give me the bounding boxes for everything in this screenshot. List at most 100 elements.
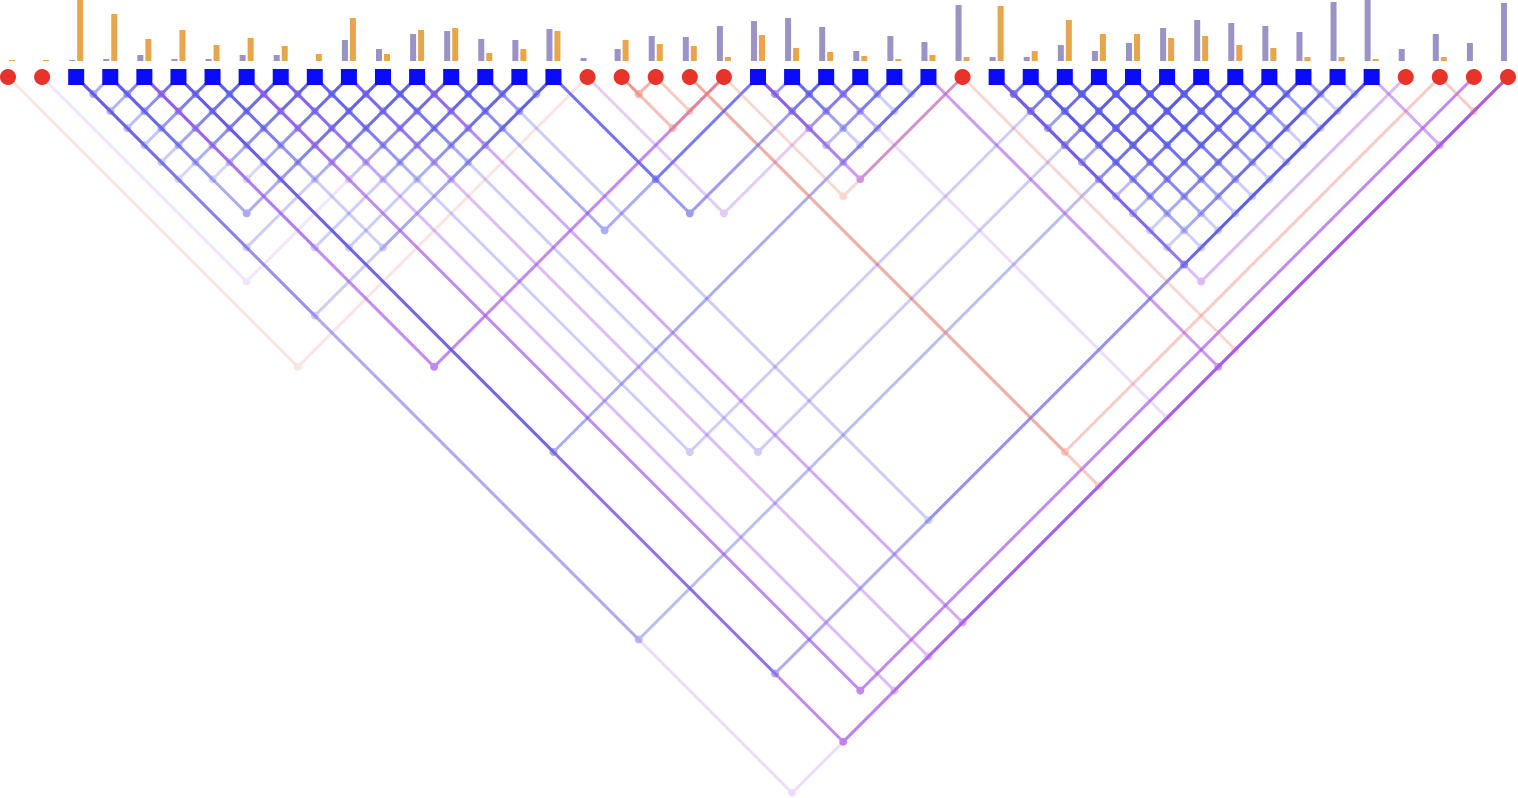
link-apex xyxy=(839,192,848,201)
link-line xyxy=(1199,75,1254,130)
link-line xyxy=(1182,75,1340,232)
link xyxy=(176,75,1374,678)
link-apex xyxy=(1248,158,1257,167)
link-line xyxy=(671,75,726,130)
bar xyxy=(205,59,212,61)
link-apex xyxy=(1265,107,1274,116)
link-line xyxy=(1063,75,1186,198)
link-apex xyxy=(464,158,473,167)
node-circle xyxy=(647,69,664,85)
link xyxy=(279,75,385,133)
link xyxy=(381,75,1135,456)
bar xyxy=(690,46,697,61)
link-line xyxy=(688,75,1067,454)
link xyxy=(211,75,419,184)
link xyxy=(995,75,1203,184)
link-line xyxy=(1029,75,1169,215)
bar xyxy=(1194,20,1201,61)
node-square xyxy=(1159,69,1176,85)
bar xyxy=(341,40,348,61)
link xyxy=(347,75,555,184)
bar xyxy=(1099,34,1106,61)
link-apex xyxy=(310,107,319,116)
link-line xyxy=(688,75,828,215)
bar xyxy=(376,49,382,61)
link-apex xyxy=(1197,277,1206,286)
link-apex xyxy=(771,669,780,678)
bar xyxy=(69,60,76,61)
link-apex xyxy=(413,141,422,150)
bar xyxy=(1057,45,1064,61)
bar xyxy=(656,44,663,61)
node-square xyxy=(920,69,937,85)
link-line xyxy=(74,75,794,795)
link xyxy=(1063,75,1340,218)
link xyxy=(1063,75,1271,184)
link-line xyxy=(108,75,249,215)
bar xyxy=(929,55,936,61)
link-line xyxy=(1029,75,1186,232)
link-apex xyxy=(634,635,643,644)
node-circle xyxy=(579,69,596,85)
link-apex xyxy=(890,686,899,695)
link xyxy=(313,75,419,133)
link-line xyxy=(347,75,402,130)
link-apex xyxy=(310,311,319,320)
bar xyxy=(1372,59,1379,61)
link xyxy=(551,75,828,218)
link-line xyxy=(756,75,862,181)
link-apex xyxy=(498,90,507,99)
node-square xyxy=(238,69,255,85)
link-apex xyxy=(856,686,865,695)
link-line xyxy=(995,75,1203,284)
link-apex xyxy=(924,516,933,525)
link-line xyxy=(483,75,930,522)
link-line xyxy=(688,75,726,113)
link-apex xyxy=(413,175,422,184)
link-line xyxy=(1029,75,1203,249)
link-apex xyxy=(259,124,268,133)
link-line xyxy=(381,75,555,249)
link-apex xyxy=(1180,158,1189,167)
node-square xyxy=(1227,69,1244,85)
bar xyxy=(955,5,962,61)
link-line xyxy=(279,75,334,130)
link-line xyxy=(245,75,862,693)
link-apex xyxy=(685,448,694,456)
bar xyxy=(682,37,689,61)
node-circle xyxy=(1500,69,1516,85)
link xyxy=(620,75,726,133)
link-apex xyxy=(634,90,643,99)
link-line xyxy=(381,75,436,130)
link xyxy=(1267,75,1374,133)
link xyxy=(1370,75,1510,150)
link-apex xyxy=(379,141,387,150)
link-line xyxy=(1165,75,1254,164)
link-line xyxy=(824,75,1169,420)
link-apex xyxy=(379,243,387,252)
node-square xyxy=(818,69,835,85)
link xyxy=(176,75,1510,746)
bar xyxy=(384,54,390,61)
link xyxy=(722,75,965,201)
bar xyxy=(486,53,493,61)
link xyxy=(1233,75,1340,133)
link-line xyxy=(1284,75,1340,130)
bar xyxy=(315,54,322,61)
link-line xyxy=(1131,75,1220,164)
bar xyxy=(997,6,1004,61)
link-line xyxy=(1267,75,1322,130)
link xyxy=(1097,75,1203,133)
link-apex xyxy=(310,175,319,184)
link-apex xyxy=(719,209,728,218)
link xyxy=(1165,75,1340,167)
link-line xyxy=(1233,75,1288,130)
link-apex xyxy=(1214,158,1223,167)
links xyxy=(6,75,1510,797)
link-line xyxy=(1063,75,1152,164)
bar xyxy=(444,31,451,61)
link-apex xyxy=(1435,141,1444,150)
link xyxy=(279,75,487,184)
link-line xyxy=(1063,75,1169,181)
link-line xyxy=(1165,75,1271,181)
